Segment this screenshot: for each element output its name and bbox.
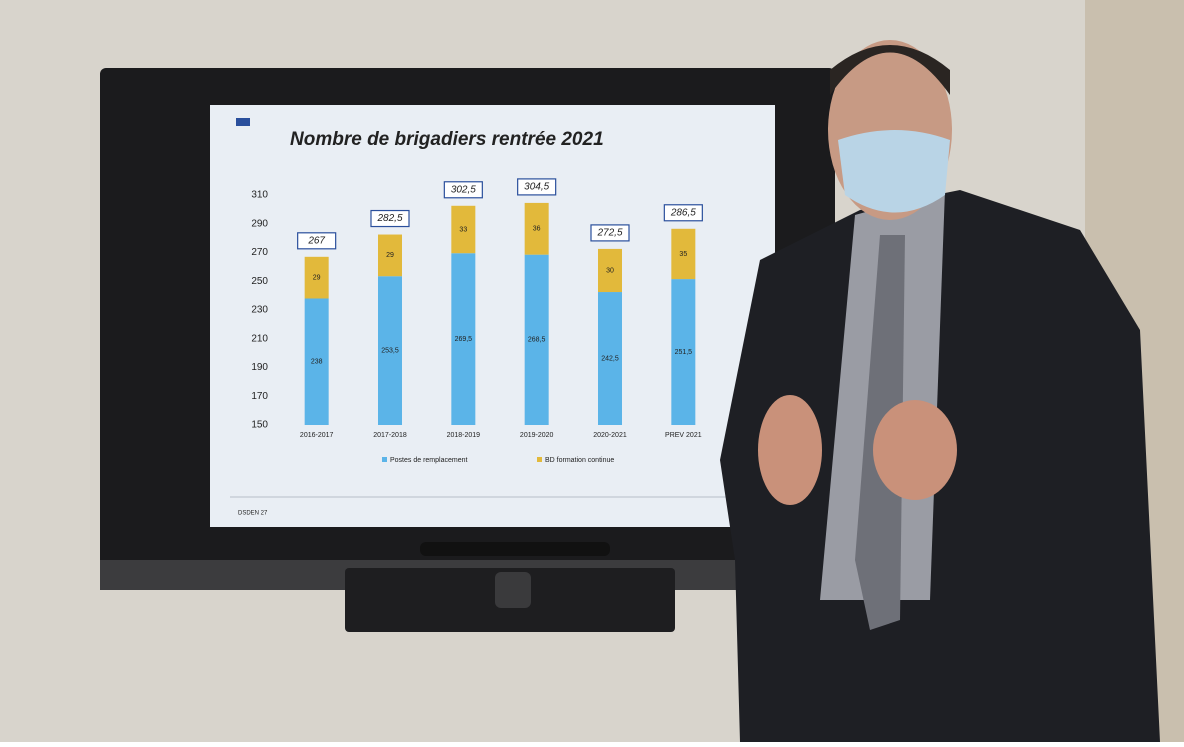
y-tick-label: 290 [251,218,268,229]
camera [495,572,531,608]
y-tick-label: 250 [251,276,268,287]
x-tick-label: PREV 2021 [665,432,702,439]
total-label: 272,5 [596,228,622,239]
value-label: 29 [386,252,394,259]
y-tick-label: 170 [251,391,268,402]
footer: DSDEN 27 [238,511,268,517]
chart-title: Nombre de brigadiers rentrée 2021 [290,129,604,150]
y-tick-label: 310 [251,190,268,201]
value-label: 242,5 [601,355,619,362]
total-label: 304,5 [524,182,549,193]
total-label: 282,5 [376,213,402,224]
x-tick-label: 2020-2021 [593,432,627,439]
total-label: 286,5 [670,207,696,218]
y-tick-label: 190 [251,362,268,373]
x-tick-label: 2016-2017 [300,432,334,439]
legend-swatch [537,457,542,462]
legend-label: BD formation continue [545,457,614,464]
y-tick-label: 210 [251,333,268,344]
x-tick-label: 2018-2019 [447,432,481,439]
value-label: 269,5 [455,336,473,343]
pen-holder [420,542,610,556]
logo [236,118,250,126]
photo: DSDEN 27 Nombre de brigadiers rentrée 20… [0,0,1184,742]
value-label: 33 [459,226,467,233]
y-tick-label: 230 [251,305,268,316]
legend-label: Postes de remplacement [390,457,467,464]
y-tick-label: 270 [251,247,268,258]
total-label: 267 [307,235,325,246]
legend-swatch [382,457,387,462]
value-label: 35 [679,251,687,258]
x-tick-label: 2019-2020 [520,432,554,439]
mask [838,130,950,213]
value-label: 30 [606,267,614,274]
value-label: 253,5 [381,347,399,354]
x-tick-label: 2017-2018 [373,432,407,439]
total-label: 302,5 [451,184,476,195]
value-label: 36 [533,226,541,233]
left-hand [758,395,822,505]
value-label: 238 [311,359,323,366]
value-label: 251,5 [675,349,693,356]
right-hand [873,400,957,500]
value-label: 29 [313,275,321,282]
value-label: 268,5 [528,337,546,344]
y-tick-label: 150 [251,420,268,431]
